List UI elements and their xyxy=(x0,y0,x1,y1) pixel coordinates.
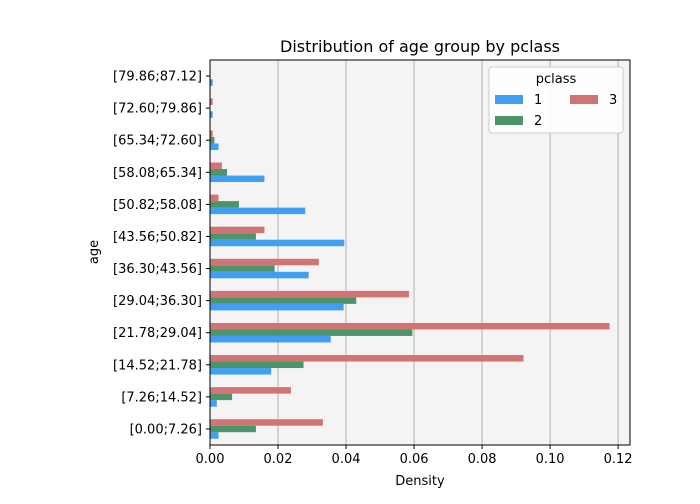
bar-pclass-1 xyxy=(210,271,309,279)
grid-lines xyxy=(277,60,619,445)
bar-pclass-2 xyxy=(210,201,239,208)
bar-pclass-2 xyxy=(210,425,256,433)
x-tick-label: 0.02 xyxy=(264,452,293,467)
legend-label-1: 1 xyxy=(534,93,542,108)
legend-swatch-2 xyxy=(495,116,523,125)
bar-pclass-3 xyxy=(210,98,213,105)
bar-pclass-2 xyxy=(210,329,413,336)
bar-pclass-1 xyxy=(210,335,331,343)
bar-pclass-1 xyxy=(210,79,213,86)
y-tick-label: [7.26;14.52] xyxy=(121,390,202,405)
bar-pclass-2 xyxy=(210,233,256,240)
bar-pclass-3 xyxy=(210,194,219,202)
bar-pclass-2 xyxy=(210,265,275,272)
bar-pclass-1 xyxy=(210,368,272,375)
y-tick-label: [0.00;7.26] xyxy=(130,422,202,437)
y-tick-label: [43.56;50.82] xyxy=(113,230,202,245)
x-tick-label: 0.08 xyxy=(468,452,497,467)
y-tick-label: [79.86;87.12] xyxy=(113,70,202,85)
x-axis-label: Density xyxy=(395,474,445,489)
bar-pclass-3 xyxy=(210,290,409,298)
x-tick-label: 0.00 xyxy=(196,452,225,467)
legend-swatch-3 xyxy=(570,95,598,104)
bar-pclass-2 xyxy=(210,169,228,176)
chart-title: Distribution of age group by pclass xyxy=(280,37,560,56)
bar-pclass-1 xyxy=(210,303,344,311)
bars xyxy=(210,79,610,439)
bar-pclass-1 xyxy=(210,432,219,439)
legend: pclass 1 2 3 xyxy=(488,66,624,134)
bar-pclass-2 xyxy=(210,361,304,369)
y-axis-label: age xyxy=(87,240,102,264)
bar-pclass-1 xyxy=(210,111,213,118)
bar-pclass-3 xyxy=(210,130,213,137)
bar-pclass-2 xyxy=(210,136,215,144)
x-tick-label: 0.06 xyxy=(400,452,429,467)
bar-pclass-3 xyxy=(210,387,291,394)
y-tick-label: [65.34;72.60] xyxy=(113,134,202,149)
y-ticks: [0.00;7.26] [7.26;14.52] [14.52;21.78] [21.… xyxy=(113,70,210,437)
x-tick-label: 0.10 xyxy=(536,452,565,467)
bar-pclass-1 xyxy=(210,400,217,407)
plot-frame xyxy=(209,59,631,446)
bar-pclass-2 xyxy=(210,393,233,401)
y-tick-label: [21.78;29.04] xyxy=(113,326,202,341)
legend-swatch-1 xyxy=(495,95,523,104)
x-ticks: 0.00 0.02 0.04 0.06 0.08 0.10 0.12 xyxy=(196,445,633,467)
bar-pclass-3 xyxy=(210,258,319,266)
legend-label-2: 2 xyxy=(534,114,542,129)
legend-label-3: 3 xyxy=(609,93,617,108)
bar-pclass-3 xyxy=(210,355,524,362)
y-tick-label: [36.30;43.56] xyxy=(113,262,202,277)
y-tick-label: [29.04;36.30] xyxy=(113,294,202,309)
bar-pclass-1 xyxy=(210,143,219,150)
bar-pclass-3 xyxy=(210,322,610,330)
bar-pclass-1 xyxy=(210,175,265,183)
bar-pclass-1 xyxy=(210,207,306,215)
y-tick-label: [14.52;21.78] xyxy=(113,358,202,373)
legend-title: pclass xyxy=(536,72,577,87)
bar-pclass-3 xyxy=(210,162,222,170)
y-tick-label: [72.60;79.86] xyxy=(113,102,202,117)
bar-pclass-3 xyxy=(210,419,323,426)
bar-pclass-3 xyxy=(210,226,265,234)
bar-pclass-1 xyxy=(210,239,345,247)
x-tick-label: 0.12 xyxy=(604,452,633,467)
bar-pclass-2 xyxy=(210,297,357,304)
y-tick-label: [58.08;65.34] xyxy=(113,166,202,181)
x-tick-label: 0.04 xyxy=(332,452,361,467)
y-tick-label: [50.82;58.08] xyxy=(113,198,202,213)
